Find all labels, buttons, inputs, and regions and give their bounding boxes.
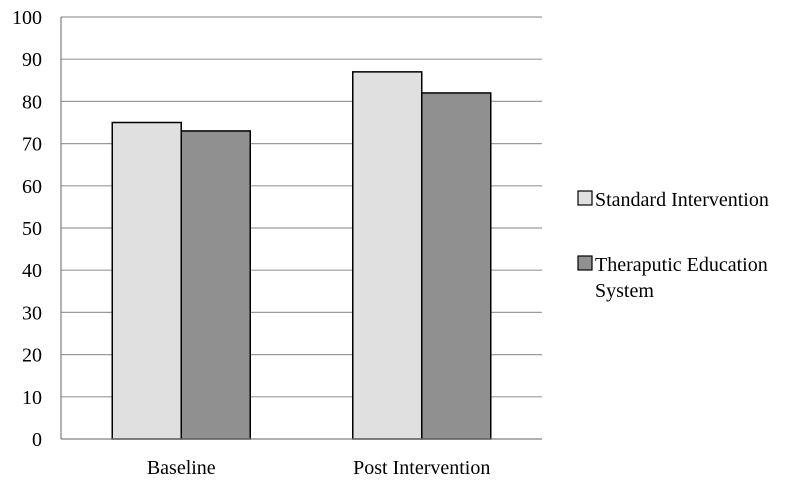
y-tick-label-80: 80 bbox=[22, 91, 42, 113]
bar-post-intervention-series-1 bbox=[352, 71, 423, 440]
axes bbox=[60, 17, 542, 440]
y-tick-label-50: 50 bbox=[22, 218, 42, 240]
y-tick-label-10: 10 bbox=[22, 387, 42, 409]
bar-post-intervention-series-2 bbox=[421, 92, 492, 440]
y-tick-label-30: 30 bbox=[22, 302, 42, 324]
y-tick-label-100: 100 bbox=[12, 7, 42, 29]
bars bbox=[111, 71, 492, 440]
legend-label-line: Theraputic Education bbox=[595, 254, 768, 276]
y-tick-labels: 0 10 20 30 40 50 60 70 80 90 100 bbox=[12, 7, 42, 451]
legend: Standard Intervention Theraputic Educatio… bbox=[577, 189, 769, 302]
x-category-labels: Baseline Post Intervention bbox=[147, 457, 491, 479]
y-tick-label-70: 70 bbox=[22, 134, 42, 156]
x-category-label-baseline: Baseline bbox=[147, 457, 216, 479]
legend-label-line: System bbox=[595, 280, 654, 302]
bar-baseline-series-2 bbox=[180, 130, 251, 440]
y-tick-label-0: 0 bbox=[32, 429, 42, 451]
legend-label-series-1: Standard Intervention bbox=[595, 189, 769, 211]
legend-label-line: Standard Intervention bbox=[595, 189, 769, 211]
x-category-label-post-intervention: Post Intervention bbox=[353, 457, 490, 479]
legend-label-series-2: Theraputic Education System bbox=[595, 254, 768, 302]
legend-swatch-series-1 bbox=[577, 190, 593, 206]
y-tick-label-40: 40 bbox=[22, 260, 42, 282]
y-tick-label-60: 60 bbox=[22, 176, 42, 198]
y-tick-label-20: 20 bbox=[22, 345, 42, 367]
bar-baseline-series-1 bbox=[111, 121, 182, 440]
y-tick-label-90: 90 bbox=[22, 49, 42, 71]
legend-swatch-series-2 bbox=[577, 255, 593, 271]
